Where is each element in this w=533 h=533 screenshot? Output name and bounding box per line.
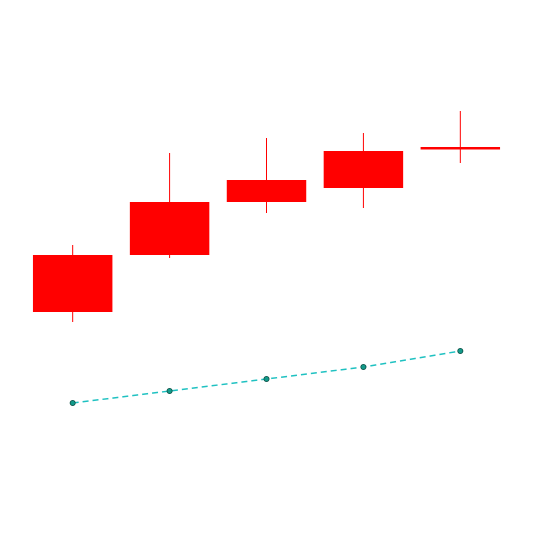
line-point-1 [69,399,76,406]
line-point-3 [263,375,270,382]
candle-body-4 [323,151,404,188]
line-point-4 [360,363,367,370]
candle-body-3 [226,180,307,202]
candle-body-1 [32,255,113,312]
line-series-layer [69,347,464,406]
candles-layer [32,111,501,322]
line-point-5 [457,347,464,354]
candle-body-2 [129,202,210,255]
line-point-2 [166,387,173,394]
candle-body-5 [420,147,501,150]
